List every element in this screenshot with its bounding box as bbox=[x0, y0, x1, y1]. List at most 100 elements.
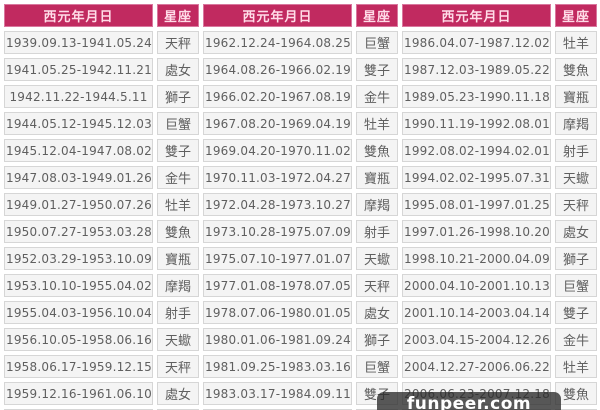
date-range-cell: 1975.07.10-1977.01.07 bbox=[203, 247, 352, 270]
date-range-cell: 1992.08.02-1994.02.01 bbox=[402, 139, 551, 162]
date-range-cell: 1980.01.06-1981.09.24 bbox=[203, 328, 352, 351]
date-range-cell: 1947.08.03-1949.01.26 bbox=[4, 166, 153, 189]
zodiac-sign-cell: 巨蟹 bbox=[356, 31, 398, 54]
zodiac-sign-cell: 雙子 bbox=[157, 139, 199, 162]
column-header-date-1: 西元年月日 bbox=[4, 4, 153, 27]
date-range-cell: 1962.12.24-1964.08.25 bbox=[203, 31, 352, 54]
zodiac-sign-cell: 天蠍 bbox=[555, 166, 597, 189]
zodiac-sign-cell: 雙魚 bbox=[157, 220, 199, 243]
date-range-cell: 1977.01.08-1978.07.05 bbox=[203, 274, 352, 297]
date-range-cell: 1950.07.27-1953.03.28 bbox=[4, 220, 153, 243]
date-range-cell: 1990.11.19-1992.08.01 bbox=[402, 112, 551, 135]
table-row: 1950.07.27-1953.03.28 雙魚 1973.10.28-1975.0… bbox=[4, 220, 597, 243]
date-range-cell: 1989.05.23-1990.11.18 bbox=[402, 85, 551, 108]
zodiac-sign-cell: 寶瓶 bbox=[555, 85, 597, 108]
table-row: 1958.06.17-1959.12.15 天秤 1981.09.25-1983.0… bbox=[4, 355, 597, 378]
column-header-sign-1: 星座 bbox=[157, 4, 199, 27]
zodiac-sign-cell: 天秤 bbox=[356, 274, 398, 297]
date-range-cell: 1987.12.03-1989.05.22 bbox=[402, 58, 551, 81]
zodiac-sign-cell: 雙魚 bbox=[356, 139, 398, 162]
zodiac-sign-cell: 寶瓶 bbox=[356, 166, 398, 189]
zodiac-sign-cell: 射手 bbox=[157, 301, 199, 324]
zodiac-sign-cell: 巨蟹 bbox=[555, 274, 597, 297]
table-row: 1945.12.04-1947.08.02 雙子 1969.04.20-1970.1… bbox=[4, 139, 597, 162]
date-range-cell: 2004.12.27-2006.06.22 bbox=[402, 355, 551, 378]
zodiac-sign-cell: 摩羯 bbox=[555, 112, 597, 135]
date-range-cell: 1966.02.20-1967.08.19 bbox=[203, 85, 352, 108]
column-header-sign-2: 星座 bbox=[356, 4, 398, 27]
date-range-cell: 2001.10.14-2003.04.14 bbox=[402, 301, 551, 324]
date-range-cell: 1981.09.25-1983.03.16 bbox=[203, 355, 352, 378]
table-row: 1955.04.03-1956.10.04 射手 1978.07.06-1980.0… bbox=[4, 301, 597, 324]
zodiac-sign-cell: 天秤 bbox=[555, 193, 597, 216]
zodiac-sign-cell: 寶瓶 bbox=[157, 247, 199, 270]
date-range-cell: 1949.01.27-1950.07.26 bbox=[4, 193, 153, 216]
date-range-cell: 1964.08.26-1966.02.19 bbox=[203, 58, 352, 81]
zodiac-sign-cell: 處女 bbox=[356, 301, 398, 324]
zodiac-sign-cell: 天蠍 bbox=[356, 247, 398, 270]
zodiac-sign-cell: 天秤 bbox=[157, 355, 199, 378]
date-range-cell: 1997.01.26-1998.10.20 bbox=[402, 220, 551, 243]
table-row: 1953.10.10-1955.04.02 摩羯 1977.01.08-1978.0… bbox=[4, 274, 597, 297]
watermark: funpeer.com bbox=[377, 392, 561, 410]
zodiac-sign-cell: 獅子 bbox=[157, 85, 199, 108]
date-range-cell: 1983.03.17-1984.09.11 bbox=[203, 382, 352, 405]
date-range-cell: 1952.03.29-1953.10.09 bbox=[4, 247, 153, 270]
date-range-cell: 1945.12.04-1947.08.02 bbox=[4, 139, 153, 162]
zodiac-sign-cell: 牡羊 bbox=[157, 193, 199, 216]
zodiac-sign-cell: 巨蟹 bbox=[356, 355, 398, 378]
table-row: 1941.05.25-1942.11.21 處女 1964.08.26-1966.0… bbox=[4, 58, 597, 81]
zodiac-sign-cell: 雙魚 bbox=[555, 382, 597, 405]
header-row: 西元年月日 星座 西元年月日 星座 西元年月日 星座 bbox=[4, 4, 597, 27]
date-range-cell: 1994.02.02-1995.07.31 bbox=[402, 166, 551, 189]
column-header-sign-3: 星座 bbox=[555, 4, 597, 27]
date-range-cell: 1970.11.03-1972.04.27 bbox=[203, 166, 352, 189]
date-range-cell: 1995.08.01-1997.01.25 bbox=[402, 193, 551, 216]
date-range-cell: 1973.10.28-1975.07.09 bbox=[203, 220, 352, 243]
date-range-cell: 2003.04.15-2004.12.26 bbox=[402, 328, 551, 351]
date-range-cell: 1978.07.06-1980.01.05 bbox=[203, 301, 352, 324]
zodiac-sign-cell: 雙魚 bbox=[555, 58, 597, 81]
date-range-cell: 1969.04.20-1970.11.02 bbox=[203, 139, 352, 162]
date-range-cell: 1953.10.10-1955.04.02 bbox=[4, 274, 153, 297]
table-row: 1952.03.29-1953.10.09 寶瓶 1975.07.10-1977.0… bbox=[4, 247, 597, 270]
zodiac-sign-cell: 牡羊 bbox=[555, 31, 597, 54]
zodiac-sign-cell: 射手 bbox=[555, 139, 597, 162]
zodiac-sign-cell: 雙子 bbox=[356, 58, 398, 81]
zodiac-sign-cell: 牡羊 bbox=[555, 355, 597, 378]
date-range-cell: 1998.10.21-2000.04.09 bbox=[402, 247, 551, 270]
zodiac-sign-cell: 射手 bbox=[356, 220, 398, 243]
zodiac-sign-cell: 處女 bbox=[555, 220, 597, 243]
date-range-cell: 1986.04.07-1987.12.02 bbox=[402, 31, 551, 54]
column-header-date-2: 西元年月日 bbox=[203, 4, 352, 27]
date-range-cell: 1959.12.16-1961.06.10 bbox=[4, 382, 153, 405]
zodiac-sign-cell: 處女 bbox=[157, 58, 199, 81]
zodiac-sign-cell: 天秤 bbox=[157, 31, 199, 54]
date-range-cell: 1942.11.22-1944.5.11 bbox=[4, 85, 153, 108]
zodiac-sign-cell: 天蠍 bbox=[157, 328, 199, 351]
table-row: 1939.09.13-1941.05.24 天秤 1962.12.24-1964.0… bbox=[4, 31, 597, 54]
zodiac-sign-cell: 金牛 bbox=[157, 166, 199, 189]
date-range-cell: 1967.08.20-1969.04.19 bbox=[203, 112, 352, 135]
zodiac-sign-cell: 雙子 bbox=[555, 301, 597, 324]
zodiac-sign-cell: 摩羯 bbox=[157, 274, 199, 297]
table-row: 1944.05.12-1945.12.03 巨蟹 1967.08.20-1969.0… bbox=[4, 112, 597, 135]
zodiac-sign-cell: 處女 bbox=[157, 382, 199, 405]
zodiac-sign-cell: 金牛 bbox=[356, 85, 398, 108]
date-range-cell: 1939.09.13-1941.05.24 bbox=[4, 31, 153, 54]
zodiac-sign-cell: 金牛 bbox=[555, 328, 597, 351]
date-range-cell: 1941.05.25-1942.11.21 bbox=[4, 58, 153, 81]
date-range-cell: 1944.05.12-1945.12.03 bbox=[4, 112, 153, 135]
table-row: 1956.10.05-1958.06.16 天蠍 1980.01.06-1981.0… bbox=[4, 328, 597, 351]
zodiac-sign-cell: 摩羯 bbox=[356, 193, 398, 216]
date-range-cell: 1958.06.17-1959.12.15 bbox=[4, 355, 153, 378]
table-row: 1942.11.22-1944.5.11 獅子 1966.02.20-1967.08… bbox=[4, 85, 597, 108]
zodiac-sign-cell: 獅子 bbox=[555, 247, 597, 270]
date-range-cell: 1956.10.05-1958.06.16 bbox=[4, 328, 153, 351]
table-row: 1949.01.27-1950.07.26 牡羊 1972.04.28-1973.1… bbox=[4, 193, 597, 216]
date-range-cell: 2000.04.10-2001.10.13 bbox=[402, 274, 551, 297]
zodiac-sign-cell: 牡羊 bbox=[356, 112, 398, 135]
date-range-cell: 1955.04.03-1956.10.04 bbox=[4, 301, 153, 324]
